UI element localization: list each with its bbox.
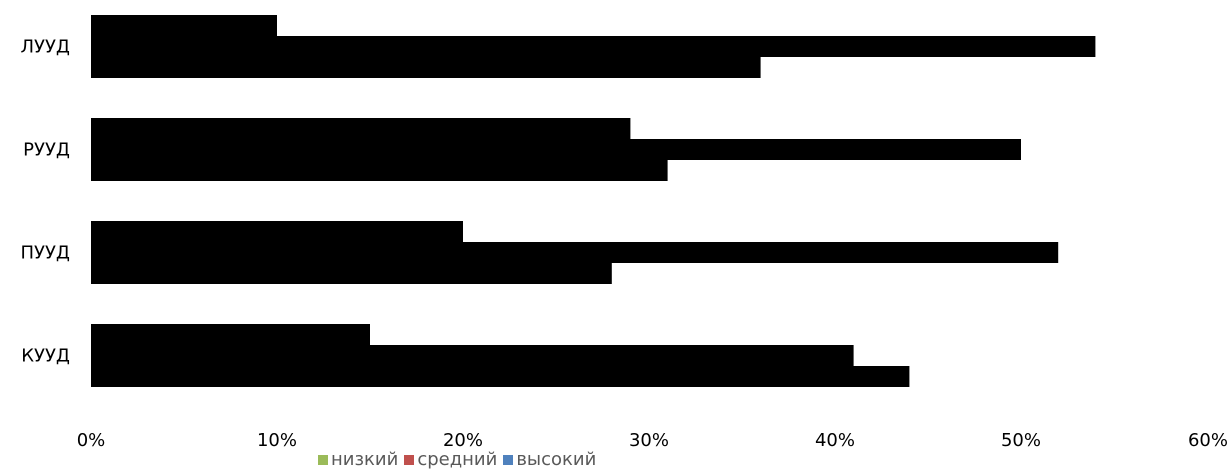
category-label-3: ПУУД	[20, 243, 70, 264]
category-label-4: КУУД	[21, 346, 70, 367]
bar-4-series-2	[91, 345, 854, 366]
x-tick-label-4: 30%	[629, 430, 669, 450]
x-tick-label-2: 10%	[257, 430, 297, 450]
legend-swatch-medium	[404, 455, 415, 465]
legend-swatch-high	[503, 455, 514, 465]
legend-label-low: низкий	[331, 449, 399, 470]
category-label-2: РУУД	[23, 140, 70, 161]
category-label-1: ЛУУД	[20, 37, 70, 58]
legend-item-high: высокий	[503, 450, 596, 470]
bar-4-series-1	[91, 324, 370, 345]
bar-4-series-3	[91, 366, 910, 387]
legend-label-medium: средний	[417, 449, 498, 470]
legend-item-medium: средний	[404, 450, 497, 470]
x-tick-label-7: 60%	[1188, 430, 1228, 450]
legend-item-low: низкий	[318, 450, 398, 470]
bar-3-series-1	[91, 221, 463, 242]
bar-3-series-2	[91, 242, 1059, 263]
bar-1-series-1	[91, 15, 277, 36]
x-tick-label-3: 20%	[443, 430, 483, 450]
bar-2-series-3	[91, 160, 668, 181]
bar-3-series-3	[91, 263, 612, 284]
bar-2-series-1	[91, 118, 631, 139]
bar-1-series-3	[91, 57, 761, 78]
x-tick-label-5: 40%	[815, 430, 855, 450]
x-tick-label-1: 0%	[77, 430, 106, 450]
legend-label-high: высокий	[516, 449, 597, 470]
legend-swatch-low	[318, 455, 328, 465]
x-tick-label-6: 50%	[1001, 430, 1041, 450]
bar-2-series-2	[91, 139, 1021, 160]
bar-1-series-2	[91, 36, 1096, 57]
legend: низкий средний высокий	[318, 450, 596, 470]
bar-chart: ЛУУД РУУД ПУУД КУУД 0% 10% 20% 30% 40% 50% 60%	[20, 15, 1228, 450]
